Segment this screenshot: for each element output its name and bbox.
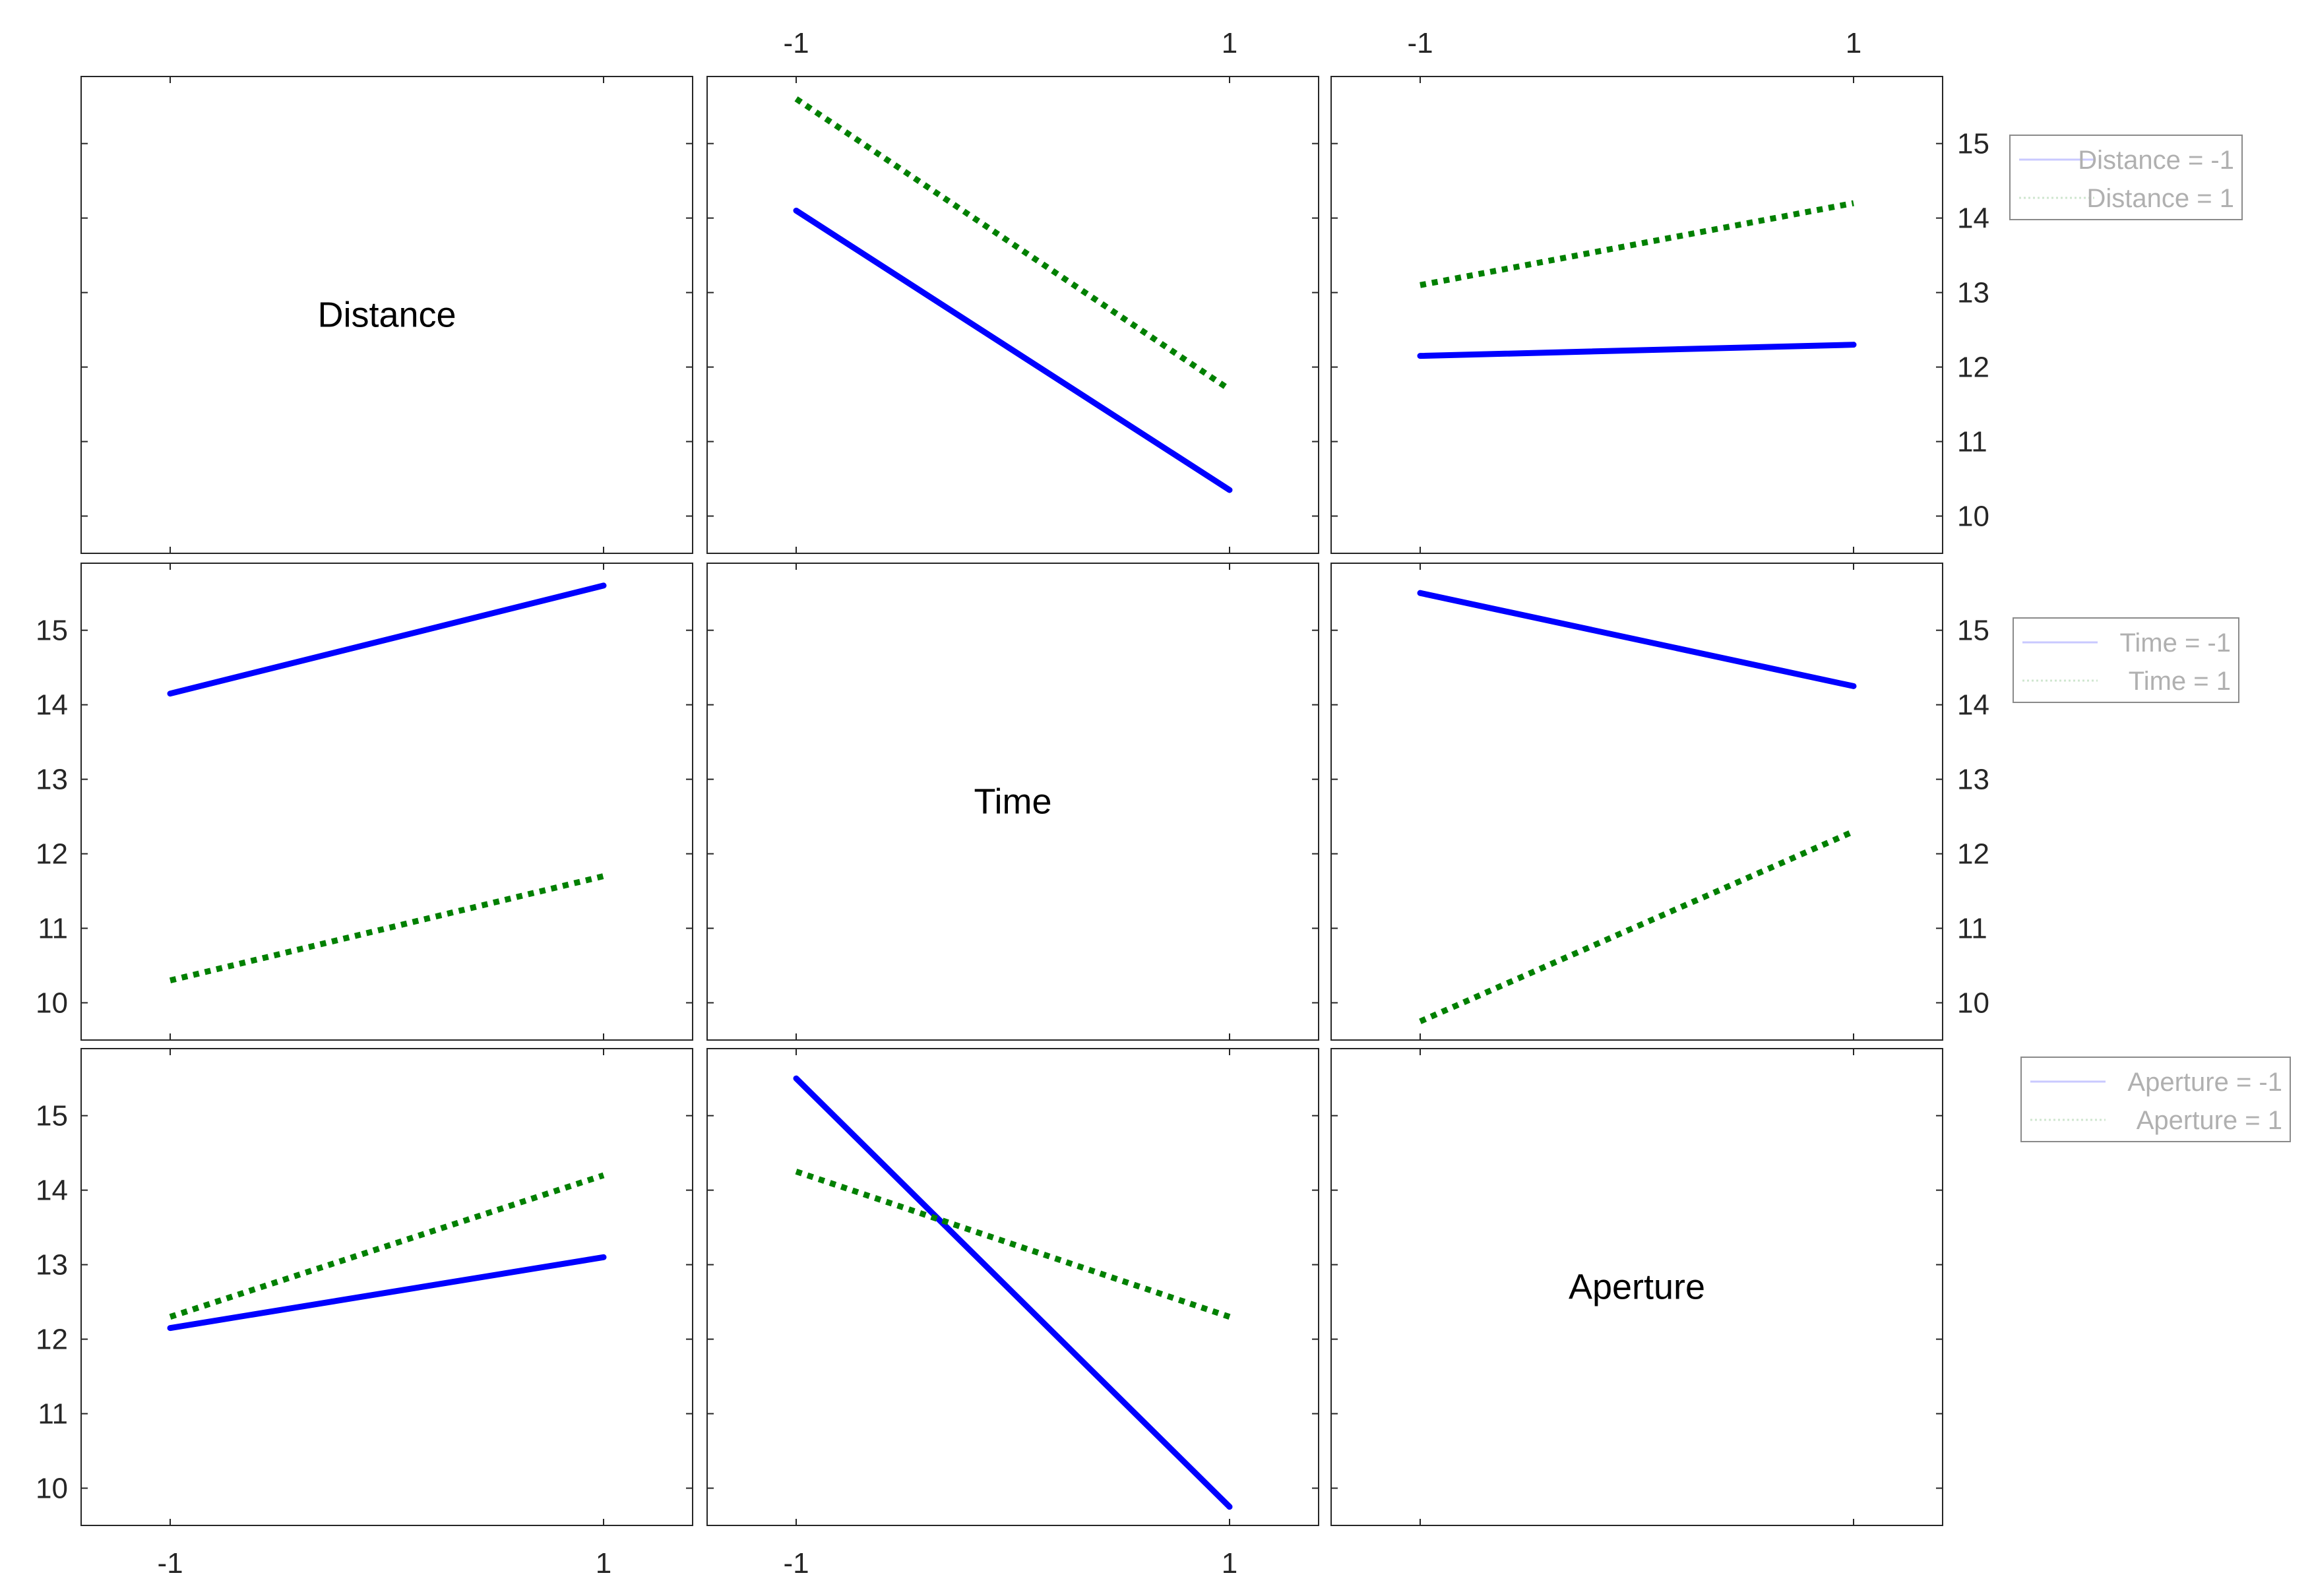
y-tick-label-right-r1: 11 (1957, 913, 1987, 945)
legend-entry-label: Aperture = -1 (2127, 1068, 2282, 1097)
x-tick-label-bottom-c1: -1 (783, 1547, 809, 1580)
legend-entry-label: Distance = -1 (2078, 146, 2234, 175)
panel-r0-c2 (1330, 76, 1943, 554)
y-tick-label-right-r0: 14 (1957, 202, 1989, 235)
panel-r0-c0: Distance (80, 76, 693, 554)
panel-frame (706, 1048, 1319, 1526)
x-tick-label-bottom-c0: 1 (596, 1547, 611, 1580)
y-tick-label-right-r1: 12 (1957, 838, 1989, 871)
series-line-time-plus1 (169, 873, 605, 984)
panel-r0-c1 (706, 76, 1319, 554)
x-tick-label-top-c1: 1 (1222, 27, 1237, 59)
series-line-distance-plus1 (1420, 200, 1854, 288)
series-line-aperture-plus1 (169, 1172, 605, 1320)
axes-layer: -1 1 -1 1 -1 1 -1 1 10 11 12 13 14 15 10 11 12 13 14 15 10 11… (36, 27, 1989, 1580)
panel-label-aperture: Aperture (1569, 1268, 1705, 1307)
panel-label-distance: Distance (317, 295, 456, 335)
panel-r2-c1 (706, 1048, 1319, 1526)
panel-frame (80, 563, 693, 1041)
series-line-distance-minus1 (793, 207, 1233, 493)
y-tick-label-left-r1: 10 (36, 987, 68, 1020)
panel-frame (1330, 76, 1943, 554)
y-tick-label-left-r2: 14 (36, 1175, 68, 1207)
panel-r1-c1: Time (706, 563, 1319, 1041)
series-line-aperture-minus1 (793, 1075, 1233, 1510)
x-tick-label-top-c2: -1 (1407, 27, 1433, 59)
y-tick-label-right-r0: 15 (1957, 128, 1989, 160)
series-line-distance-minus1 (1417, 342, 1857, 359)
series-line-distance-plus1 (794, 96, 1232, 392)
series-line-aperture-minus1 (167, 1254, 607, 1332)
legend-box (2013, 617, 2239, 703)
legend-time: Time = -1 Time = 1 (2013, 617, 2239, 703)
legend-distance: Distance = -1 Distance = 1 (2009, 135, 2243, 220)
legend-box (2020, 1057, 2291, 1142)
panels-layer: Distance Time Aperture (80, 76, 1943, 1526)
y-tick-label-left-r1: 13 (36, 764, 68, 796)
y-tick-label-right-r1: 14 (1957, 689, 1989, 721)
series-line-time-plus1 (1419, 828, 1855, 1024)
y-tick-label-left-r1: 12 (36, 838, 68, 871)
panel-r2-c0 (80, 1048, 693, 1526)
y-tick-label-left-r2: 12 (36, 1324, 68, 1356)
series-line-aperture-plus1 (795, 1169, 1231, 1320)
panel-frame (706, 563, 1319, 1041)
panel-r1-c0 (80, 563, 693, 1041)
y-tick-label-left-r1: 15 (36, 615, 68, 647)
y-tick-label-left-r2: 11 (38, 1398, 68, 1430)
legend-box (2009, 135, 2243, 220)
panel-frame (80, 76, 693, 554)
y-tick-label-right-r0: 11 (1957, 426, 1987, 458)
legend-aperture: Aperture = -1 Aperture = 1 (2020, 1057, 2291, 1142)
y-tick-label-right-r1: 10 (1957, 987, 1989, 1020)
y-tick-label-left-r2: 10 (36, 1473, 68, 1505)
legend-entry-label: Time = -1 (2119, 629, 2231, 658)
panel-frame (80, 1048, 693, 1526)
panel-r1-c2 (1330, 563, 1943, 1041)
series-line-time-minus1 (1417, 590, 1857, 689)
y-tick-label-left-r1: 11 (38, 913, 68, 945)
panel-frame (1330, 563, 1943, 1041)
panel-frame (706, 76, 1319, 554)
y-tick-label-right-r1: 15 (1957, 615, 1989, 647)
legend-entry-label: Aperture = 1 (2137, 1106, 2282, 1135)
x-tick-label-bottom-c1: 1 (1222, 1547, 1237, 1580)
y-tick-label-left-r1: 14 (36, 689, 68, 721)
panel-r2-c2: Aperture (1330, 1048, 1943, 1526)
panel-label-time: Time (974, 782, 1052, 822)
y-tick-label-left-r2: 15 (36, 1100, 68, 1132)
panel-frame (1330, 1048, 1943, 1526)
series-line-time-minus1 (167, 582, 607, 697)
x-tick-label-bottom-c0: -1 (157, 1547, 183, 1580)
x-tick-label-top-c1: -1 (783, 27, 809, 59)
legend-entry-label: Distance = 1 (2087, 184, 2234, 213)
y-tick-label-right-r1: 13 (1957, 764, 1989, 796)
y-tick-label-left-r2: 13 (36, 1249, 68, 1281)
y-tick-label-right-r0: 13 (1957, 277, 1989, 309)
legend-entry-label: Time = 1 (2129, 667, 2231, 696)
y-tick-label-right-r0: 10 (1957, 501, 1989, 533)
y-tick-label-right-r0: 12 (1957, 352, 1989, 384)
x-tick-label-top-c2: 1 (1846, 27, 1861, 59)
